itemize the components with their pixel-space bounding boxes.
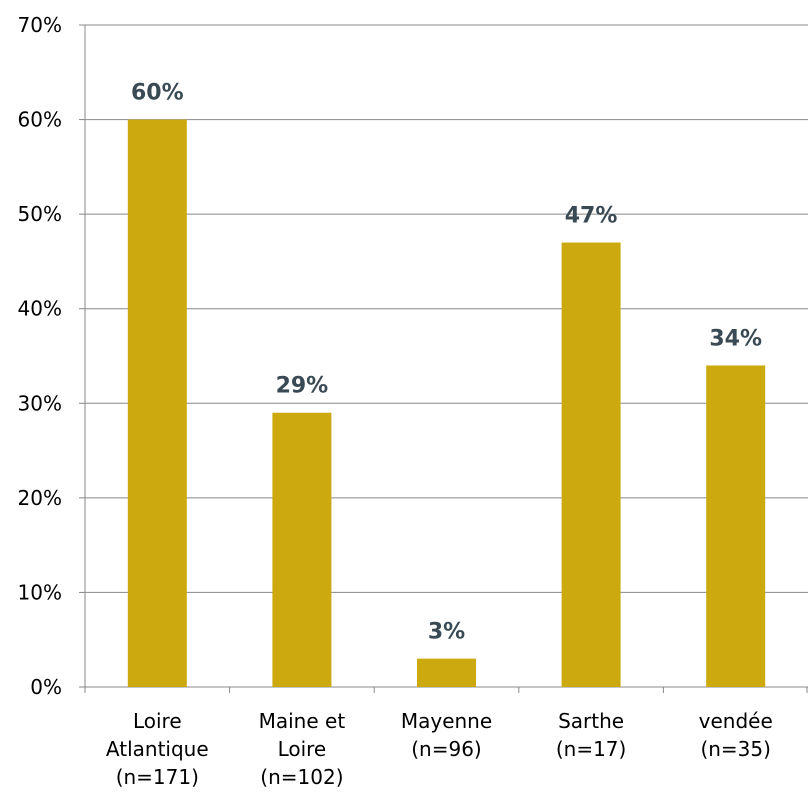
y-tick-label: 50%: [18, 202, 62, 226]
y-tick-label: 60%: [18, 108, 62, 132]
gridlines: [85, 24, 808, 593]
x-category-label-line: (n=35): [700, 737, 771, 761]
x-category-label-line: Mayenne: [401, 709, 492, 733]
x-category-label: vendée (n=35): [699, 709, 773, 761]
x-category-label: Loire Atlantique (n=171): [106, 709, 209, 789]
x-category-label-line: (n=96): [411, 737, 482, 761]
x-category-label-line: (n=102): [260, 765, 343, 789]
x-category-label: Maine et Loire (n=102): [259, 709, 346, 789]
bar: [561, 242, 621, 687]
y-tick-label: 10%: [18, 580, 62, 604]
bars: [127, 119, 766, 688]
x-category-label-line: Loire: [133, 709, 182, 733]
axes: 0% 10% 20% 30% 40% 50% 60% 70%: [18, 13, 808, 699]
x-category-label: Mayenne (n=96): [401, 709, 492, 761]
y-tick-label: 40%: [18, 297, 62, 321]
x-category-label-line: (n=171): [116, 765, 199, 789]
x-category-label: Sarthe (n=17): [556, 709, 627, 761]
y-tick-label: 0%: [30, 675, 62, 699]
x-category-label-line: Maine et: [259, 709, 346, 733]
x-category-label-line: Sarthe: [558, 709, 624, 733]
bar: [417, 658, 476, 687]
data-label: 47%: [565, 204, 618, 229]
x-category-label-line: (n=17): [556, 737, 627, 761]
bar: [272, 412, 332, 687]
data-label: 60%: [131, 81, 184, 106]
x-category-label-line: Atlantique: [106, 737, 209, 761]
data-label: 34%: [709, 326, 762, 351]
bar: [127, 119, 187, 688]
labels: 60% Loire Atlantique (n=171) 29% Maine et Loir…: [106, 81, 773, 789]
y-tick-label: 30%: [18, 391, 62, 415]
x-category-label-line: Loire: [278, 737, 327, 761]
bar: [706, 365, 766, 687]
y-tick-label: 20%: [18, 486, 62, 510]
y-tick-label: 70%: [18, 13, 62, 37]
data-label: 3%: [428, 620, 465, 645]
x-category-label-line: vendée: [699, 709, 773, 733]
data-label: 29%: [276, 374, 329, 399]
